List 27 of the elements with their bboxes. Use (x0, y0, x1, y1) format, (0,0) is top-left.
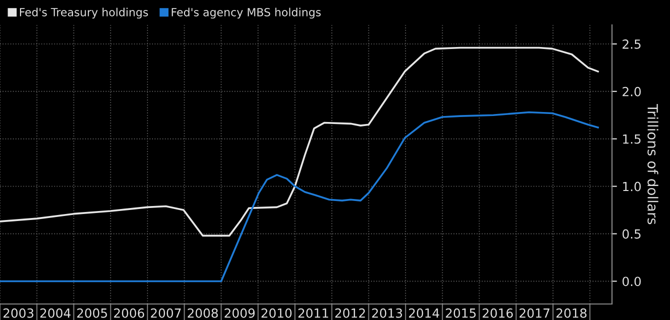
y-tick-label: 2.0 (622, 86, 641, 96)
legend-label: Fed's Treasury holdings (20, 8, 148, 19)
x-tick-label: 2004 (40, 308, 71, 318)
x-tick-label: 2003 (3, 308, 34, 318)
x-tick-label: 2009 (224, 308, 255, 318)
x-tick-label: 2015 (446, 308, 476, 318)
x-tick-label: 2013 (372, 308, 402, 318)
x-tick-label: 2011 (298, 308, 328, 318)
x-tick-label: 2008 (188, 308, 218, 318)
y-tick-label: 0.5 (622, 229, 641, 239)
x-tick-label: 2017 (520, 308, 550, 318)
y-tick-label: 2.5 (622, 39, 641, 49)
y-tick-label: 0.0 (622, 276, 641, 286)
x-tick-label: 2014 (408, 308, 440, 318)
x-tick-label: 2006 (114, 308, 144, 318)
x-tick-label: 2005 (77, 308, 107, 318)
y-axis-title: Trillions of dollars (648, 104, 658, 224)
x-tick-label: 2018 (556, 308, 586, 318)
y-tick-label: 1.0 (623, 182, 641, 192)
x-tick-label: 2016 (482, 308, 513, 318)
legend-label: Fed's agency MBS holdings (172, 8, 321, 19)
line-series (0, 111, 599, 282)
x-tick-label: 2012 (335, 308, 365, 318)
x-tick-label: 2010 (262, 308, 292, 318)
line-series (0, 46, 599, 237)
y-tick-label: 1.5 (623, 134, 641, 144)
x-tick-label: 2007 (150, 308, 181, 318)
